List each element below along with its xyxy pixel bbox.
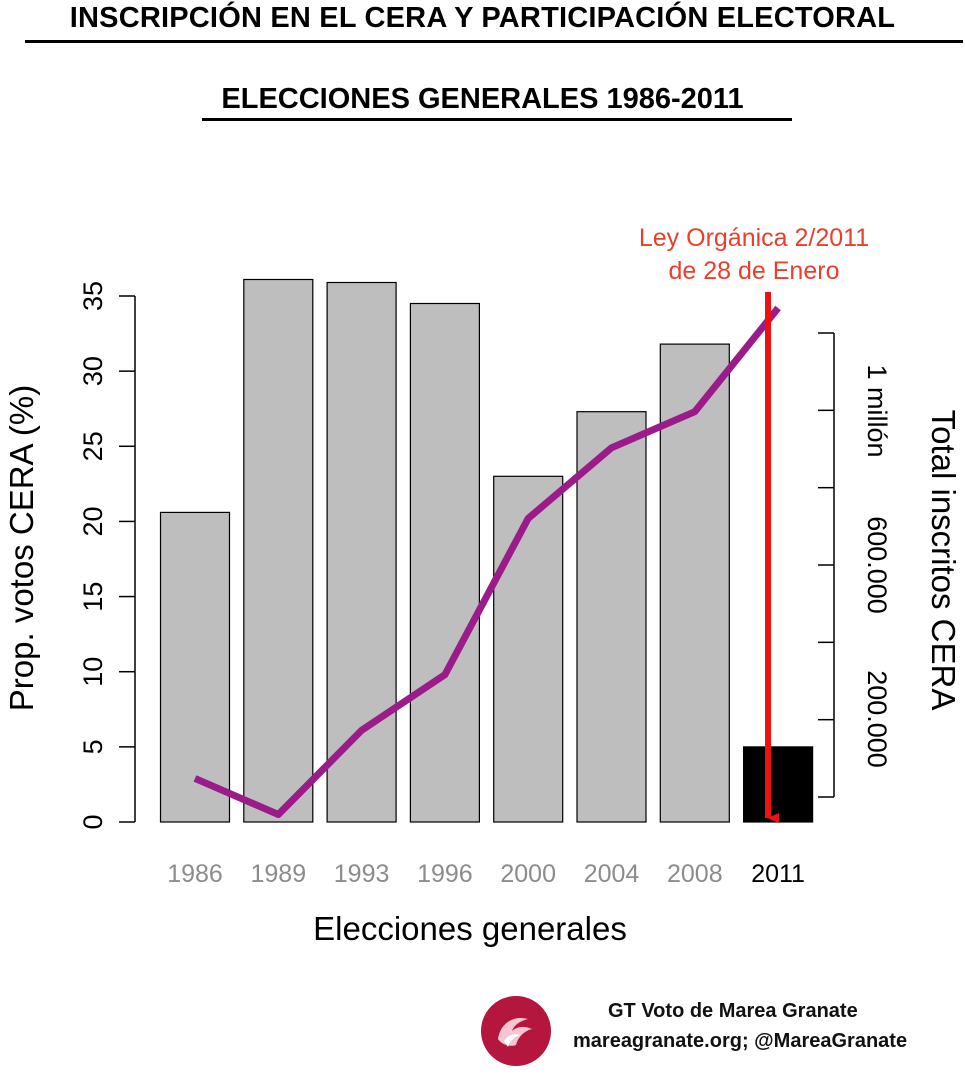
- bar-1993: [326, 281, 397, 823]
- x-tick-label-2004: 2004: [584, 860, 640, 888]
- credit-line-2: mareagranate.org; @MareaGranate: [573, 1030, 908, 1052]
- x-tick-label-2000: 2000: [500, 860, 556, 888]
- line-series: [193, 305, 781, 818]
- x-tick-label-1989: 1989: [250, 860, 306, 888]
- annotation-layer: Ley Orgánica 2/2011 de 28 de Enero: [639, 224, 869, 823]
- y2-axis-label: Total inscritos CERA: [925, 410, 962, 711]
- page-subtitle: ELECCIONES GENERALES 1986-2011: [221, 83, 744, 115]
- y-tick-label: 25: [78, 431, 108, 461]
- bar-1989: [243, 278, 314, 823]
- bar-1986: [159, 511, 231, 823]
- subtitle-underline: [202, 118, 792, 121]
- chart: 0 5 10 15 20 25 30 35 Prop. votos CERA (%) 200.00…: [3, 224, 962, 947]
- page-title: INSCRIPCIÓN EN EL CERA Y PARTICIPACIÓN E…: [69, 2, 896, 34]
- axes-layer: 0 5 10 15 20 25 30 35 Prop. votos CERA (%) 200.00…: [3, 281, 962, 947]
- y-tick-label: 10: [78, 657, 108, 687]
- y-tick-label: 20: [78, 506, 108, 536]
- y-tick-label: 30: [78, 356, 108, 386]
- line-layer: [193, 305, 781, 818]
- x-axis-label: Elecciones generales: [313, 910, 627, 947]
- bar-2004: [576, 411, 647, 823]
- bar-2011: [742, 746, 814, 823]
- y-tick-label: 15: [78, 582, 108, 612]
- x-tick-label-1996: 1996: [417, 860, 473, 888]
- x-tick-label-2008: 2008: [667, 860, 723, 888]
- bars-layer: [159, 278, 814, 823]
- y-axis-label: Prop. votos CERA (%): [3, 385, 40, 711]
- y-tick-label: 0: [78, 814, 108, 829]
- y-tick-label: 35: [78, 281, 108, 311]
- y2-tick-label: 1 millón: [862, 364, 892, 457]
- x-tick-label-2011: 2011: [751, 860, 805, 888]
- title-underline: [25, 40, 963, 43]
- y-tick-label: 5: [78, 739, 108, 754]
- credit-line-1: GT Voto de Marea Granate: [608, 1000, 858, 1022]
- x-tick-label-1986: 1986: [167, 860, 223, 888]
- y2-tick-label: 600.000: [862, 516, 892, 614]
- x-tick-label-1993: 1993: [334, 860, 390, 888]
- annotation-text-line2: de 28 de Enero: [669, 257, 840, 285]
- bar-2008: [659, 343, 730, 823]
- y2-tick-label: 200.000: [862, 670, 892, 768]
- bar-2000: [493, 475, 564, 823]
- marea-granate-logo-icon: [480, 995, 552, 1072]
- bar-1996: [409, 302, 480, 823]
- annotation-text-line1: Ley Orgánica 2/2011: [639, 224, 869, 252]
